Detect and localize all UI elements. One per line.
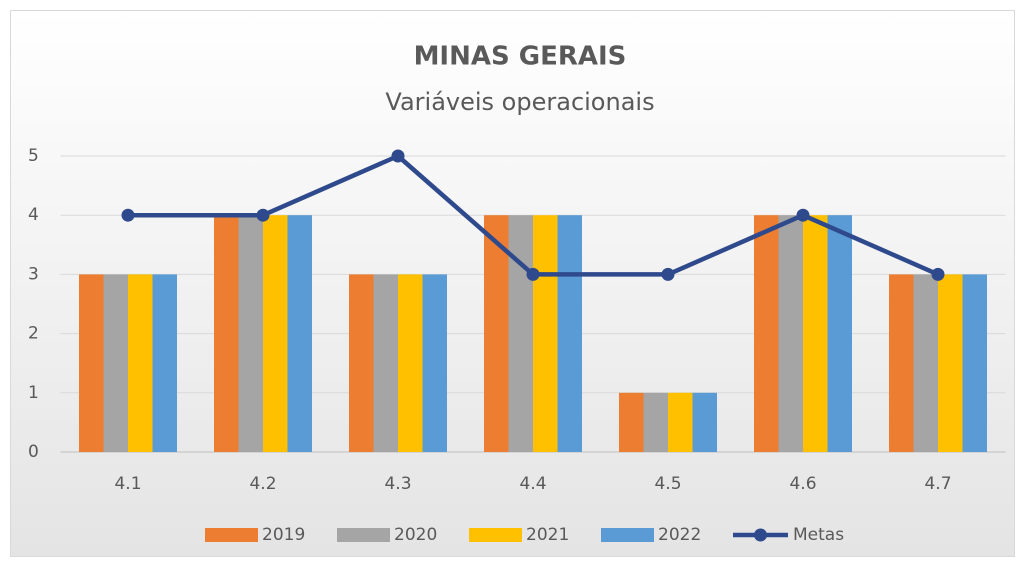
y-tick-label: 1 bbox=[28, 383, 39, 403]
bar bbox=[79, 274, 104, 452]
legend-label: 2022 bbox=[658, 525, 701, 545]
y-tick-label: 5 bbox=[28, 146, 39, 166]
y-tick-label: 3 bbox=[28, 264, 39, 284]
line-marker bbox=[661, 267, 675, 281]
bar bbox=[484, 215, 509, 452]
bar bbox=[913, 274, 938, 452]
legend-swatch bbox=[205, 528, 258, 542]
bar bbox=[287, 215, 312, 452]
x-tick-label: 4.5 bbox=[654, 474, 681, 494]
x-tick-label: 4.7 bbox=[924, 474, 951, 494]
bar bbox=[668, 392, 693, 452]
y-tick-label: 0 bbox=[28, 442, 39, 462]
legend-label: Metas bbox=[793, 525, 844, 545]
bar bbox=[962, 274, 987, 452]
bar bbox=[938, 274, 963, 452]
bar bbox=[557, 215, 582, 452]
bar bbox=[152, 274, 177, 452]
bar bbox=[754, 215, 779, 452]
bar bbox=[238, 215, 263, 452]
chart-title: MINAS GERAIS bbox=[414, 42, 627, 72]
x-tick-label: 4.2 bbox=[249, 474, 276, 494]
bar bbox=[803, 215, 828, 452]
legend-swatch bbox=[337, 528, 390, 542]
legend-marker bbox=[754, 528, 767, 542]
legend-swatch bbox=[469, 528, 522, 542]
x-tick-label: 4.1 bbox=[114, 474, 141, 494]
legend-swatch bbox=[601, 528, 654, 542]
x-tick-label: 4.4 bbox=[519, 474, 546, 494]
legend-label: 2021 bbox=[526, 525, 569, 545]
chart-subtitle: Variáveis operacionais bbox=[385, 88, 654, 116]
bar bbox=[422, 274, 447, 452]
x-tick-label: 4.3 bbox=[384, 474, 411, 494]
bar bbox=[214, 215, 239, 452]
bar bbox=[533, 215, 558, 452]
bar bbox=[827, 215, 852, 452]
bar bbox=[692, 392, 717, 452]
bar bbox=[508, 215, 533, 452]
line-marker bbox=[121, 208, 135, 222]
y-tick-label: 2 bbox=[28, 324, 39, 344]
bar bbox=[778, 215, 803, 452]
line-marker bbox=[796, 208, 810, 222]
y-tick-label: 4 bbox=[28, 205, 39, 225]
x-tick-label: 4.6 bbox=[789, 474, 816, 494]
legend-label: 2020 bbox=[394, 525, 437, 545]
line-marker bbox=[256, 208, 270, 222]
bar bbox=[349, 274, 374, 452]
line-marker bbox=[931, 267, 945, 281]
bar bbox=[619, 392, 644, 452]
bar bbox=[643, 392, 668, 452]
bar bbox=[889, 274, 914, 452]
legend-label: 2019 bbox=[262, 525, 305, 545]
bar bbox=[103, 274, 128, 452]
bar bbox=[398, 274, 423, 452]
line-marker bbox=[391, 149, 405, 163]
bar bbox=[263, 215, 288, 452]
bar bbox=[373, 274, 398, 452]
bar bbox=[128, 274, 153, 452]
line-marker bbox=[526, 267, 540, 281]
